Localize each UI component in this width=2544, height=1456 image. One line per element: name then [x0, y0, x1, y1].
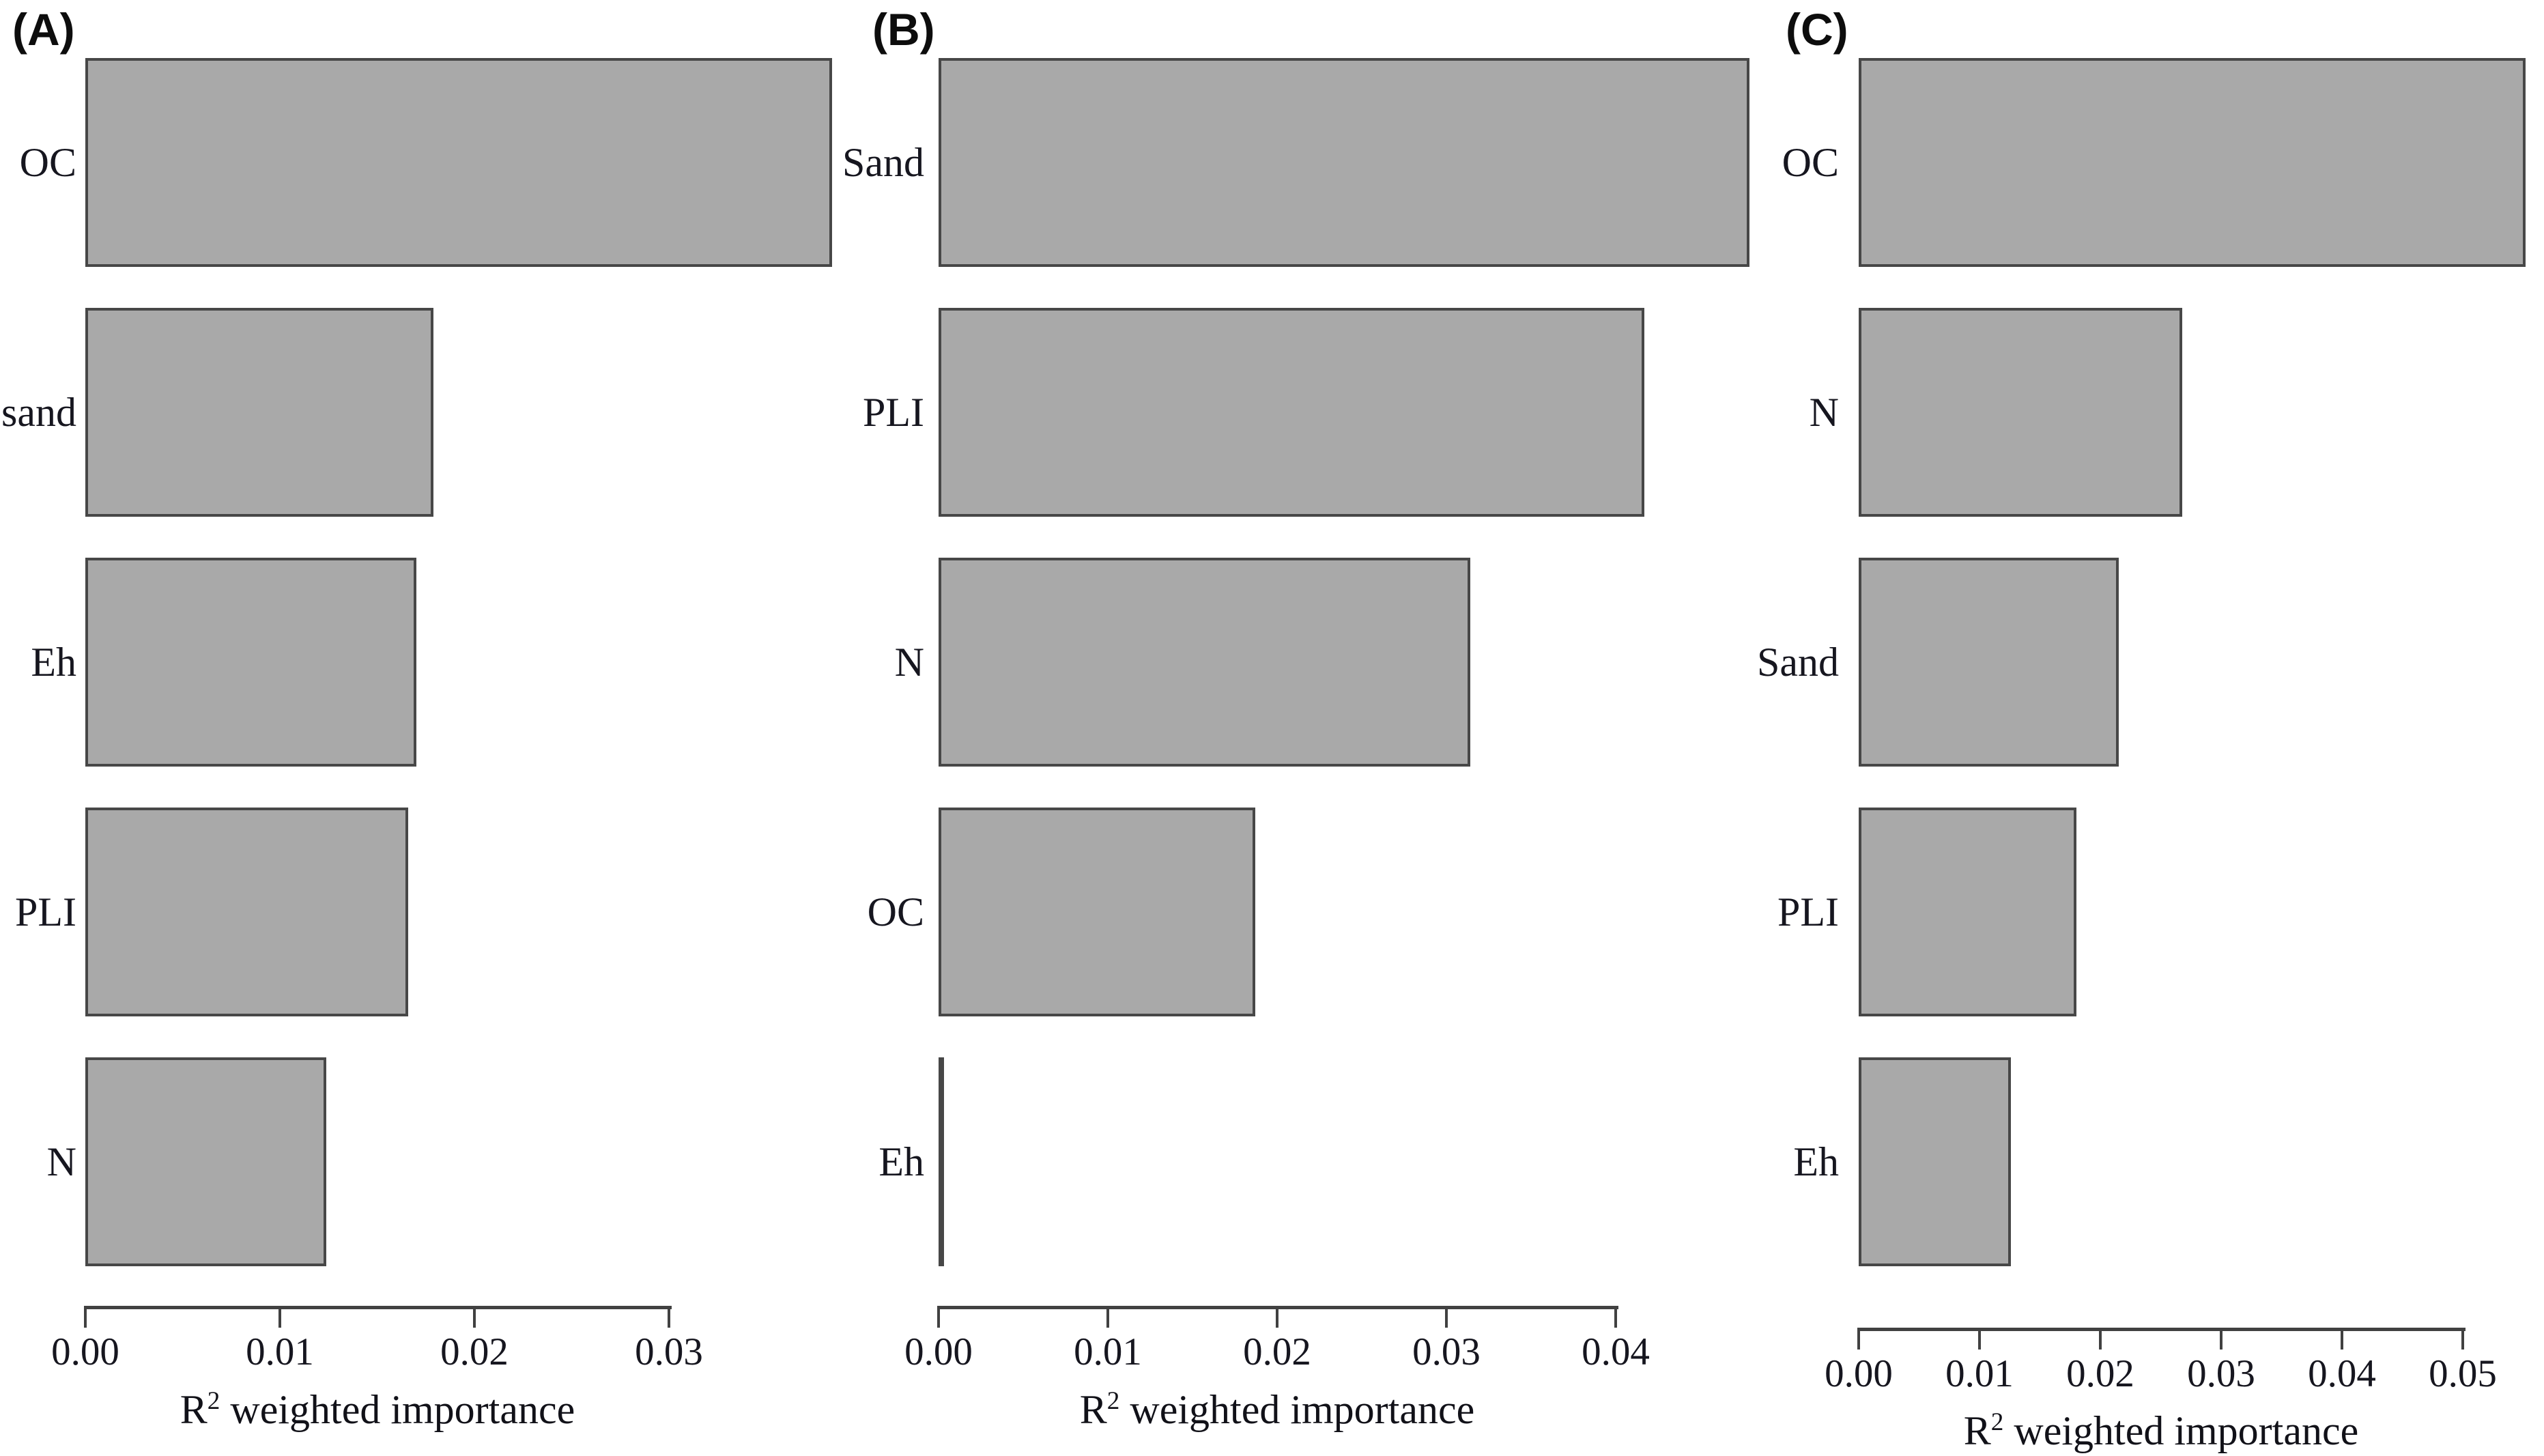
x-tick	[473, 1306, 476, 1328]
x-tick-label: 0.03	[1412, 1330, 1481, 1373]
x-tick-label: 0.03	[2187, 1352, 2255, 1395]
x-tick-label: 0.02	[440, 1330, 509, 1373]
x-tick	[2220, 1328, 2223, 1350]
x-tick	[2099, 1328, 2102, 1350]
category-label-eh: Eh	[31, 640, 76, 685]
x-axis-line	[939, 1306, 1618, 1309]
bar-pli	[85, 808, 408, 1016]
category-label-sand: Sand	[1757, 640, 1839, 685]
category-label-n: N	[46, 1139, 76, 1184]
x-tick	[84, 1306, 87, 1328]
x-tick-label: 0.01	[246, 1330, 314, 1373]
bar-sand	[85, 308, 433, 517]
x-tick	[1614, 1306, 1617, 1328]
category-label-n: N	[894, 640, 924, 685]
bar-sand	[1859, 558, 2119, 767]
panel-title: (C)	[1786, 4, 1848, 55]
x-tick-label: 0.00	[1825, 1352, 1893, 1395]
bar-oc	[939, 808, 1255, 1016]
x-tick-label: 0.00	[904, 1330, 973, 1373]
category-label-eh: Eh	[878, 1139, 924, 1184]
category-label-oc: OC	[1782, 140, 1839, 185]
x-tick-label: 0.05	[2429, 1352, 2497, 1395]
bar-n	[939, 558, 1470, 767]
bar-pli	[939, 308, 1644, 517]
panel-title: (B)	[872, 4, 935, 55]
x-axis-line	[1859, 1328, 2466, 1331]
x-tick	[937, 1306, 940, 1328]
bar-n	[85, 1057, 326, 1266]
x-tick	[1276, 1306, 1278, 1328]
x-tick-label: 0.03	[635, 1330, 703, 1373]
x-tick-label: 0.02	[2066, 1352, 2134, 1395]
category-label-oc: OC	[19, 140, 76, 185]
x-tick	[1106, 1306, 1109, 1328]
x-tick	[278, 1306, 281, 1328]
x-tick	[2461, 1328, 2464, 1350]
x-tick-label: 0.00	[51, 1330, 119, 1373]
category-label-n: N	[1809, 390, 1839, 435]
panel-title: (A)	[12, 4, 75, 55]
category-label-sand: sand	[1, 390, 76, 435]
bar-eh	[939, 1057, 944, 1266]
bar-eh	[1859, 1057, 2011, 1266]
x-tick	[668, 1306, 670, 1328]
x-tick	[1978, 1328, 1981, 1350]
bar-oc	[85, 58, 832, 267]
x-tick-label: 0.01	[1074, 1330, 1142, 1373]
category-label-pli: PLI	[863, 390, 924, 435]
category-label-oc: OC	[867, 889, 924, 934]
category-label-pli: PLI	[15, 889, 76, 934]
category-label-eh: Eh	[1793, 1139, 1839, 1184]
x-axis-title: R2 weighted importance	[180, 1387, 575, 1432]
x-axis-line	[85, 1306, 672, 1309]
x-tick	[1857, 1328, 1860, 1350]
bar-eh	[85, 558, 416, 767]
x-axis-title: R2 weighted importance	[1963, 1408, 2359, 1453]
x-tick-label: 0.02	[1243, 1330, 1311, 1373]
x-tick-label: 0.04	[2308, 1352, 2376, 1395]
x-tick-label: 0.04	[1582, 1330, 1650, 1373]
category-label-sand: Sand	[842, 140, 924, 185]
category-label-pli: PLI	[1777, 889, 1839, 934]
x-tick	[1445, 1306, 1448, 1328]
bar-pli	[1859, 808, 2076, 1016]
x-tick	[2341, 1328, 2343, 1350]
x-tick-label: 0.01	[1945, 1352, 2014, 1395]
bar-sand	[939, 58, 1749, 267]
x-axis-title: R2 weighted importance	[1079, 1387, 1475, 1432]
bar-oc	[1859, 58, 2526, 267]
bar-n	[1859, 308, 2182, 517]
